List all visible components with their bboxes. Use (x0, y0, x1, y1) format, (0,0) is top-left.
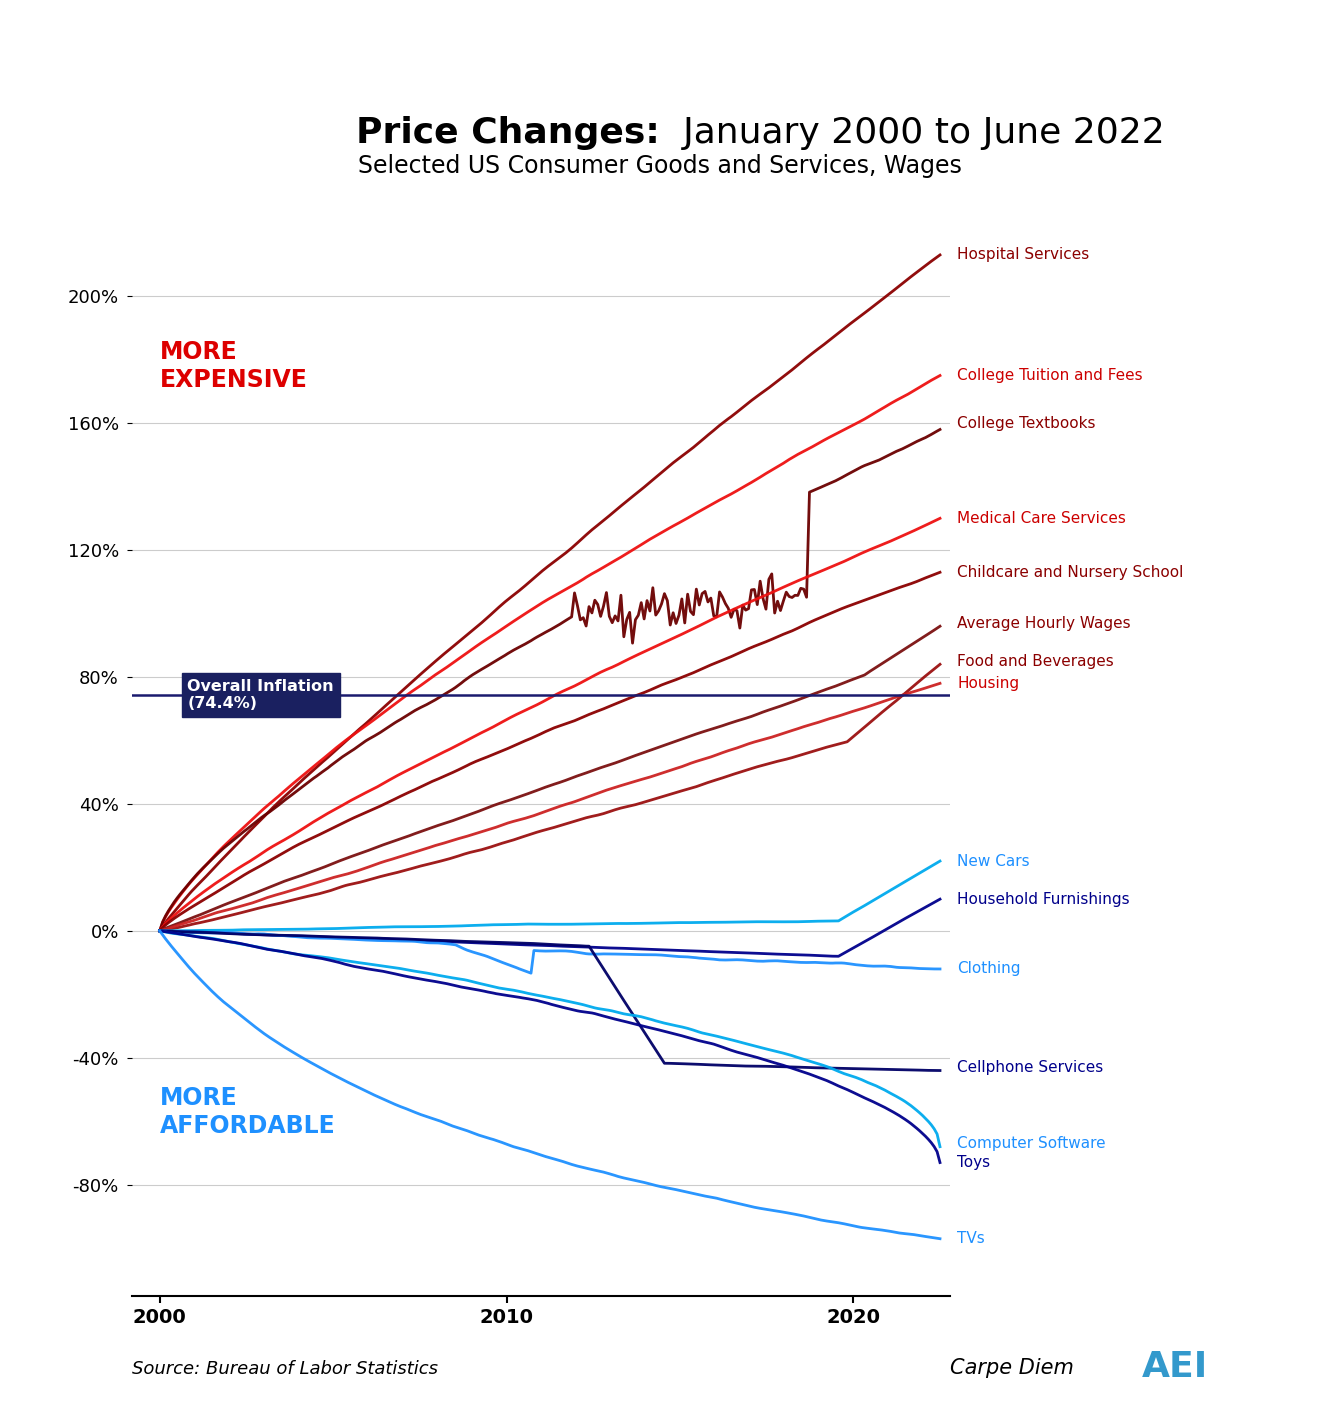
Text: Toys: Toys (957, 1155, 990, 1171)
Text: TVs: TVs (957, 1232, 985, 1246)
Text: Household Furnishings: Household Furnishings (957, 891, 1130, 907)
Text: Clothing: Clothing (957, 961, 1020, 977)
Text: Computer Software: Computer Software (957, 1136, 1106, 1151)
Text: Overall Inflation
(74.4%): Overall Inflation (74.4%) (187, 679, 334, 711)
Text: Hospital Services: Hospital Services (957, 248, 1089, 262)
Text: Medical Care Services: Medical Care Services (957, 511, 1126, 525)
Text: Price Changes:: Price Changes: (356, 115, 660, 150)
Text: MORE
EXPENSIVE: MORE EXPENSIVE (160, 340, 308, 392)
Text: College Tuition and Fees: College Tuition and Fees (957, 367, 1143, 383)
Text: Food and Beverages: Food and Beverages (957, 654, 1114, 669)
Text: Housing: Housing (957, 676, 1019, 691)
Text: MORE
AFFORDABLE: MORE AFFORDABLE (160, 1087, 335, 1138)
Text: Childcare and Nursery School: Childcare and Nursery School (957, 565, 1184, 580)
Text: Cellphone Services: Cellphone Services (957, 1059, 1104, 1075)
Text: January 2000 to June 2022: January 2000 to June 2022 (660, 115, 1164, 150)
Text: Average Hourly Wages: Average Hourly Wages (957, 615, 1131, 631)
Text: New Cars: New Cars (957, 853, 1030, 869)
Text: Source: Bureau of Labor Statistics: Source: Bureau of Labor Statistics (132, 1360, 438, 1378)
Text: College Textbooks: College Textbooks (957, 416, 1096, 430)
Text: Carpe Diem: Carpe Diem (950, 1358, 1074, 1378)
Text: AEI: AEI (1142, 1350, 1208, 1384)
Text: Selected US Consumer Goods and Services, Wages: Selected US Consumer Goods and Services,… (358, 154, 962, 178)
